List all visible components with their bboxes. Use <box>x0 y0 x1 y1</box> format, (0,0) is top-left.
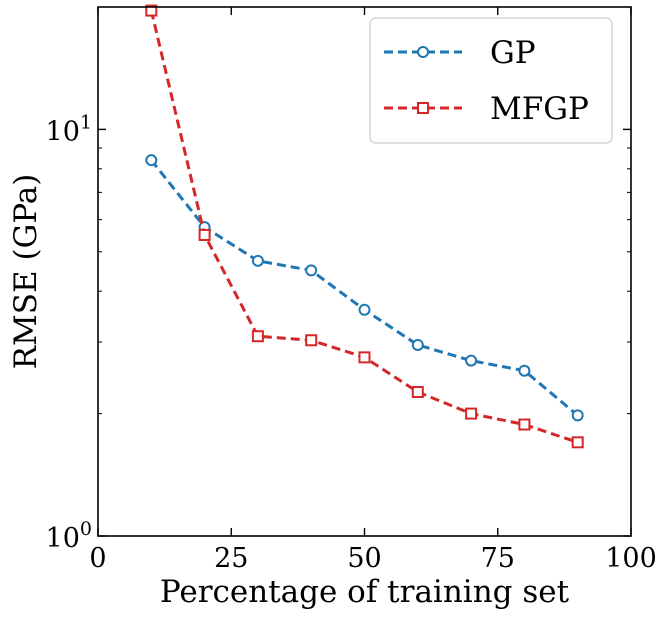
y-tick-label: 101 <box>46 111 92 147</box>
data-point-gp <box>518 364 531 377</box>
x-tick-label: 25 <box>214 543 248 574</box>
x-tick-label: 75 <box>481 543 515 574</box>
data-point-mfgp <box>305 334 318 347</box>
data-point-gp <box>305 264 318 277</box>
legend-box <box>369 17 613 144</box>
legend-marker-mfgp <box>417 102 429 114</box>
data-point-mfgp <box>411 386 424 399</box>
series-layer <box>145 4 584 449</box>
x-axis-ticks: 0 25 50 75 100 <box>89 7 657 574</box>
data-point-mfgp <box>358 351 371 364</box>
x-tick-label: 0 <box>89 543 106 574</box>
data-point-mfgp <box>251 330 264 343</box>
legend-label-gp: GP <box>490 35 536 71</box>
data-point-mfgp <box>145 4 158 17</box>
y-axis-label: RMSE (GPa) <box>8 174 44 370</box>
data-point-gp <box>358 303 371 316</box>
data-point-mfgp <box>518 418 531 431</box>
data-point-gp <box>145 154 158 167</box>
y-axis-ticks: 100 101 <box>46 111 631 554</box>
data-point-gp <box>411 338 424 351</box>
x-axis-label: Percentage of training set <box>160 574 570 610</box>
x-tick-label: 100 <box>605 543 657 574</box>
data-point-gp <box>251 254 264 267</box>
data-point-gp <box>571 409 584 422</box>
data-point-mfgp <box>571 436 584 449</box>
data-point-mfgp <box>465 407 478 420</box>
data-point-mfgp <box>198 228 211 241</box>
y-tick-label: 100 <box>46 518 92 554</box>
legend: GP MFGP <box>369 17 613 144</box>
legend-label-mfgp: MFGP <box>490 91 589 127</box>
series-line-gp <box>150 159 579 417</box>
legend-marker-gp <box>417 46 429 58</box>
x-tick-label: 50 <box>347 543 381 574</box>
data-point-gp <box>465 354 478 367</box>
